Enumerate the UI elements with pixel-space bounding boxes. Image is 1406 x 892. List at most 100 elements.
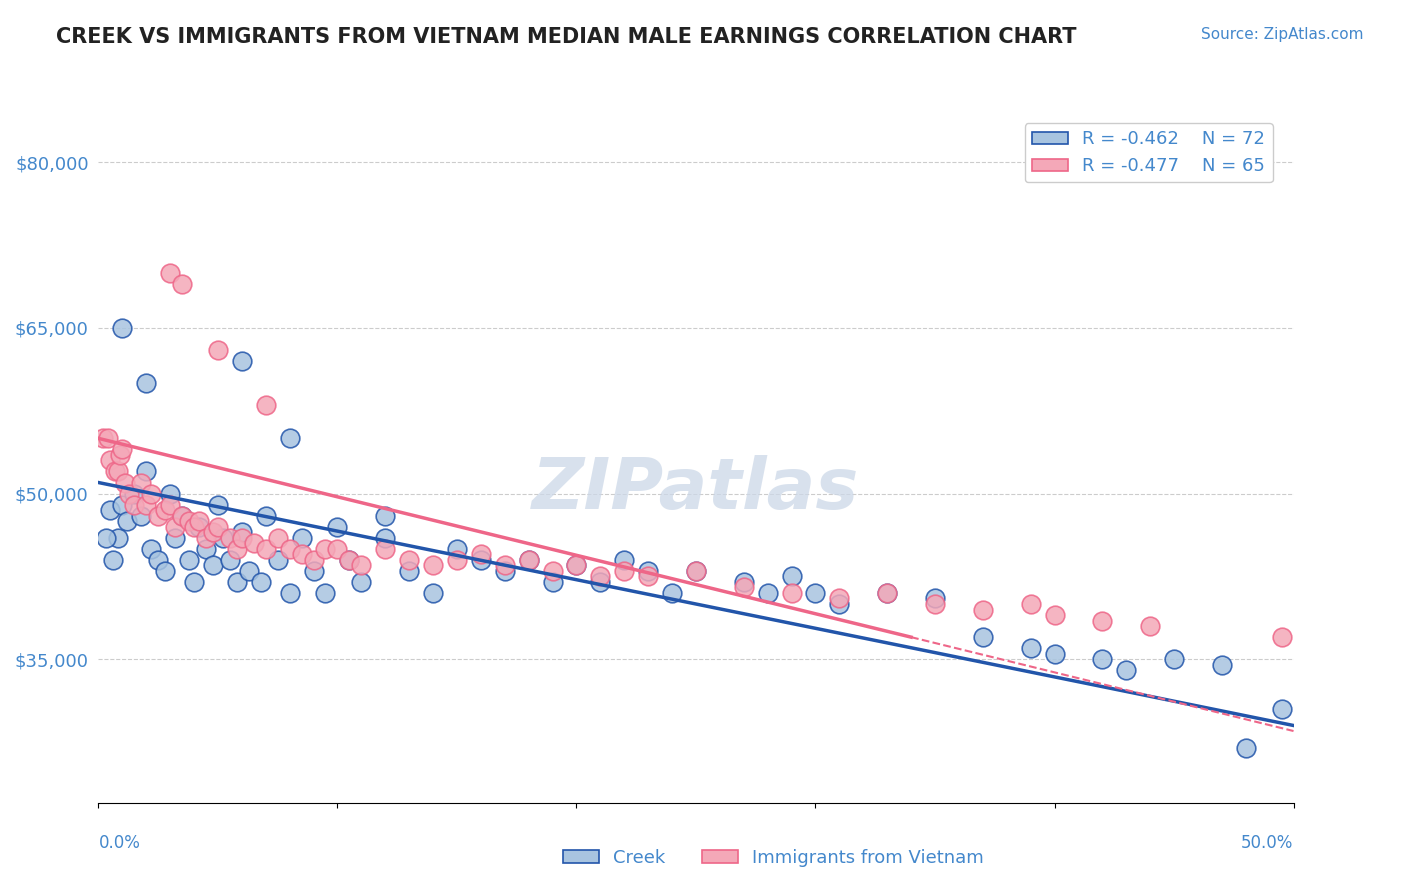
Point xyxy=(183,574,205,589)
Point xyxy=(226,541,249,556)
Point xyxy=(238,564,260,578)
Point xyxy=(876,586,898,600)
Point xyxy=(565,558,588,573)
Point xyxy=(131,508,153,523)
Point xyxy=(139,486,162,500)
Point xyxy=(118,486,141,500)
Point xyxy=(159,498,181,512)
Point xyxy=(187,519,209,533)
Point xyxy=(326,541,349,556)
Point xyxy=(194,531,217,545)
Point xyxy=(179,553,201,567)
Point xyxy=(350,558,373,573)
Point xyxy=(278,586,301,600)
Point xyxy=(780,586,803,600)
Point xyxy=(446,541,468,556)
Point xyxy=(111,321,134,335)
Point xyxy=(422,586,444,600)
Point xyxy=(1211,657,1233,672)
Legend: Creek, Immigrants from Vietnam: Creek, Immigrants from Vietnam xyxy=(555,842,991,874)
Point xyxy=(183,519,205,533)
Point xyxy=(1271,702,1294,716)
Point xyxy=(94,531,117,545)
Point xyxy=(231,354,253,368)
Point xyxy=(302,553,325,567)
Point xyxy=(733,574,755,589)
Point xyxy=(565,558,588,573)
Point xyxy=(107,465,129,479)
Point xyxy=(97,431,120,445)
Point xyxy=(446,553,468,567)
Point xyxy=(139,541,162,556)
Point xyxy=(302,564,325,578)
Point xyxy=(148,508,170,523)
Point xyxy=(219,553,242,567)
Point xyxy=(172,508,194,523)
Point xyxy=(290,531,312,545)
Point xyxy=(207,343,229,357)
Point xyxy=(159,266,181,280)
Point xyxy=(780,569,803,583)
Point xyxy=(589,569,612,583)
Point xyxy=(637,569,659,583)
Point xyxy=(924,597,946,611)
Point xyxy=(804,586,827,600)
Point xyxy=(1115,663,1137,677)
Point xyxy=(172,277,194,291)
Point xyxy=(111,498,134,512)
Point xyxy=(242,536,264,550)
Point xyxy=(107,531,129,545)
Point xyxy=(101,553,124,567)
Point xyxy=(1043,647,1066,661)
Point xyxy=(179,514,201,528)
Point xyxy=(541,564,564,578)
Point xyxy=(135,465,157,479)
Point xyxy=(254,398,277,412)
Point xyxy=(1139,619,1161,633)
Point xyxy=(613,564,636,578)
Point xyxy=(114,475,136,490)
Point xyxy=(163,531,186,545)
Point xyxy=(733,581,755,595)
Point xyxy=(115,514,138,528)
Point xyxy=(231,531,253,545)
Point xyxy=(187,514,209,528)
Point xyxy=(278,541,301,556)
Text: CREEK VS IMMIGRANTS FROM VIETNAM MEDIAN MALE EARNINGS CORRELATION CHART: CREEK VS IMMIGRANTS FROM VIETNAM MEDIAN … xyxy=(56,27,1077,46)
Point xyxy=(202,558,225,573)
Point xyxy=(155,564,177,578)
Point xyxy=(278,431,301,445)
Point xyxy=(374,531,396,545)
Point xyxy=(470,547,492,561)
Point xyxy=(226,574,249,589)
Legend: R = -0.462    N = 72, R = -0.477    N = 65: R = -0.462 N = 72, R = -0.477 N = 65 xyxy=(1025,123,1272,183)
Point xyxy=(756,586,779,600)
Point xyxy=(135,498,157,512)
Point xyxy=(374,541,396,556)
Text: ZIPatlas: ZIPatlas xyxy=(533,455,859,524)
Point xyxy=(685,564,707,578)
Point xyxy=(637,564,659,578)
Point xyxy=(470,553,492,567)
Point xyxy=(124,498,146,512)
Point xyxy=(613,553,636,567)
Point xyxy=(207,519,229,533)
Point xyxy=(924,591,946,606)
Point xyxy=(172,508,194,523)
Point xyxy=(828,597,851,611)
Point xyxy=(337,553,360,567)
Point xyxy=(326,519,349,533)
Text: 50.0%: 50.0% xyxy=(1241,834,1294,852)
Point xyxy=(337,553,360,567)
Text: Source: ZipAtlas.com: Source: ZipAtlas.com xyxy=(1201,27,1364,42)
Point xyxy=(398,564,420,578)
Point xyxy=(972,630,994,644)
Point xyxy=(98,503,122,517)
Point xyxy=(1091,652,1114,666)
Text: 0.0%: 0.0% xyxy=(98,834,141,852)
Point xyxy=(148,553,170,567)
Point xyxy=(111,442,134,457)
Point xyxy=(207,498,229,512)
Point xyxy=(108,448,131,462)
Point xyxy=(267,531,290,545)
